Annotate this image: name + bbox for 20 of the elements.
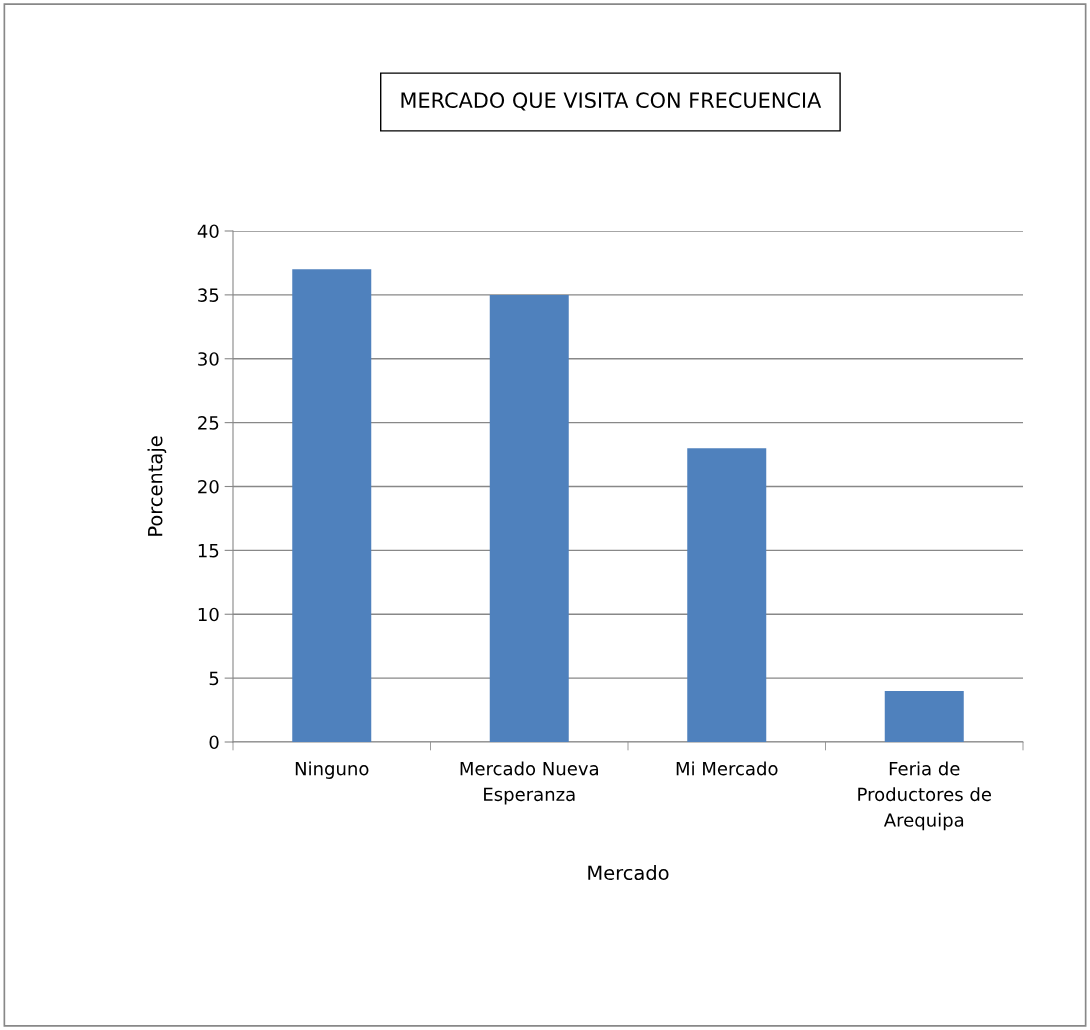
bar [489, 294, 569, 742]
y-tick-label: 25 [198, 416, 219, 430]
x-tick-label: Mi Mercado [676, 761, 778, 776]
chart-title: MERCADO QUE VISITA CON FRECUENCIA [401, 92, 822, 111]
y-tick-label: 0 [209, 735, 219, 750]
x-axis-title: Mercado [588, 865, 669, 881]
y-tick-label: 35 [198, 288, 219, 302]
x-tick-label: Ninguno [295, 761, 369, 779]
y-tick-label: 5 [209, 671, 219, 686]
y-axis-title: Porcentaje [147, 436, 167, 536]
x-tick-label: Mercado Nueva Esperanza [460, 761, 598, 805]
bar [292, 269, 372, 742]
bar [687, 448, 767, 742]
y-tick-label: 30 [198, 352, 219, 366]
y-tick-label: 40 [197, 224, 219, 239]
y-tick-label: 10 [198, 607, 219, 622]
y-tick-label: 20 [198, 479, 219, 494]
bar [884, 690, 964, 742]
y-tick-label: 15 [198, 544, 219, 558]
x-tick-label: Feria de Productores de Arequipa [858, 761, 992, 831]
